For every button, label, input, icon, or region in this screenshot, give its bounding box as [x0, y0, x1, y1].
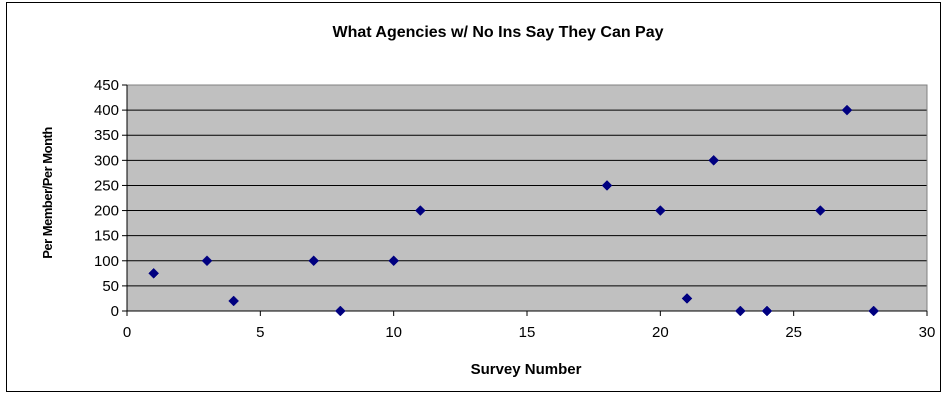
x-tick-label: 15 — [519, 324, 536, 341]
data-point — [388, 255, 400, 267]
data-point — [654, 205, 666, 216]
data-point — [761, 305, 773, 317]
x-tick-label: 25 — [785, 324, 802, 341]
data-point — [734, 305, 746, 317]
y-tick-label: 450 — [94, 77, 119, 94]
y-tick-label: 350 — [94, 127, 119, 144]
x-tick-label: 30 — [919, 324, 936, 341]
y-tick-label: 300 — [94, 152, 119, 169]
data-point — [841, 104, 853, 116]
y-tick-label: 200 — [94, 203, 119, 220]
y-tick-label: 150 — [94, 228, 119, 245]
x-tick-label: 10 — [385, 324, 402, 341]
data-point — [334, 305, 346, 317]
y-tick-label: 400 — [94, 102, 119, 119]
y-tick-label: 0 — [111, 303, 119, 320]
y-tick-label: 250 — [94, 177, 119, 194]
x-axis-title: Survey Number — [471, 361, 582, 378]
x-tick-label: 5 — [256, 324, 264, 341]
x-tick-label: 20 — [652, 324, 669, 341]
x-tick-label: 0 — [123, 324, 131, 341]
data-point — [708, 154, 720, 166]
chart-title: What Agencies w/ No Ins Say They Can Pay — [332, 24, 663, 41]
chart-frame: What Agencies w/ No Ins Say They Can Pay… — [6, 2, 941, 392]
y-tick-label: 100 — [94, 253, 119, 270]
plot-background — [127, 85, 927, 311]
data-point — [414, 205, 426, 216]
data-point — [148, 267, 160, 279]
data-point — [601, 180, 613, 191]
y-tick-label: 50 — [102, 278, 119, 295]
chart-canvas: What Agencies w/ No Ins Say They Can Pay… — [40, 24, 935, 378]
data-point — [681, 293, 693, 304]
data-point — [228, 295, 240, 307]
plot-area: 0 50 100 150 200 250 300 350 400 450 0 5 10 15 20 25 30 — [94, 77, 935, 341]
data-point — [201, 255, 213, 267]
data-point — [308, 255, 320, 267]
data-point — [868, 305, 880, 317]
data-point — [814, 205, 826, 216]
y-axis-title: Per Member/Per Month — [40, 127, 55, 259]
